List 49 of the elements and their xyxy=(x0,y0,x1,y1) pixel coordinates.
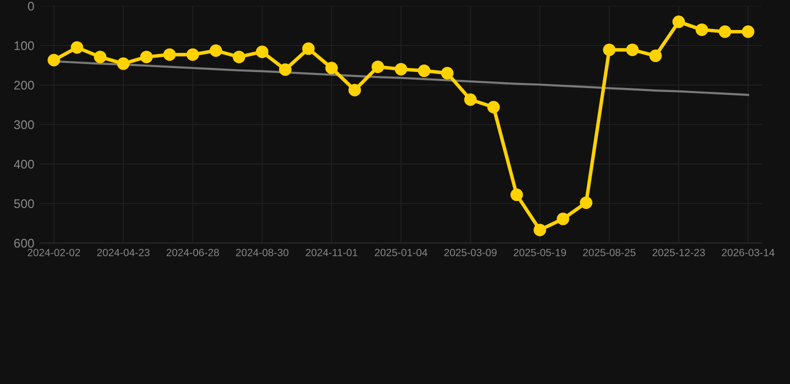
point xyxy=(510,188,523,202)
point xyxy=(718,25,732,38)
point xyxy=(279,63,292,76)
point xyxy=(48,54,60,66)
y-tick-label: 400 xyxy=(14,160,34,169)
point xyxy=(186,48,199,61)
y-tick-label: 0 xyxy=(28,2,34,11)
point xyxy=(534,224,546,236)
point xyxy=(372,60,384,74)
point xyxy=(626,44,639,56)
point xyxy=(302,42,315,55)
point xyxy=(464,93,477,106)
point xyxy=(418,64,430,78)
point xyxy=(117,57,130,70)
point xyxy=(556,212,570,226)
y-tick-label: 300 xyxy=(14,120,34,130)
x-tick-label: 2025-05-19 xyxy=(514,248,566,256)
y-tick-label: 500 xyxy=(14,199,34,208)
point xyxy=(256,46,268,58)
x-tick-label: 2025-03-09 xyxy=(444,248,497,256)
y-tick-label: 200 xyxy=(14,80,34,90)
point xyxy=(441,66,454,80)
point xyxy=(325,62,338,74)
point xyxy=(70,41,84,54)
point xyxy=(94,50,106,64)
x-tick-label: 2024-08-30 xyxy=(236,248,288,256)
point xyxy=(140,50,153,64)
x-tick-label: 2024-04-23 xyxy=(97,248,150,256)
x-tick-label: 2025-01-04 xyxy=(374,248,428,256)
point xyxy=(210,44,222,57)
point xyxy=(603,44,616,56)
point xyxy=(672,16,685,28)
point xyxy=(232,50,246,64)
y-tick-label: 600 xyxy=(14,238,34,248)
point xyxy=(649,50,662,62)
y-tick-label: 100 xyxy=(14,41,34,50)
point xyxy=(348,84,361,96)
point xyxy=(742,25,754,38)
point xyxy=(580,196,592,209)
x-tick-label: 2026-03-14 xyxy=(722,248,774,256)
point xyxy=(394,62,408,76)
point xyxy=(487,100,500,114)
point xyxy=(696,23,708,36)
x-tick-label: 2024-02-02 xyxy=(28,248,80,256)
x-tick-label: 2024-11-01 xyxy=(306,248,358,256)
x-tick-label: 2025-12-23 xyxy=(652,248,705,256)
x-tick-label: 2024-06-28 xyxy=(166,248,219,256)
x-tick-label: 2025-08-25 xyxy=(583,248,636,256)
point xyxy=(163,48,176,61)
